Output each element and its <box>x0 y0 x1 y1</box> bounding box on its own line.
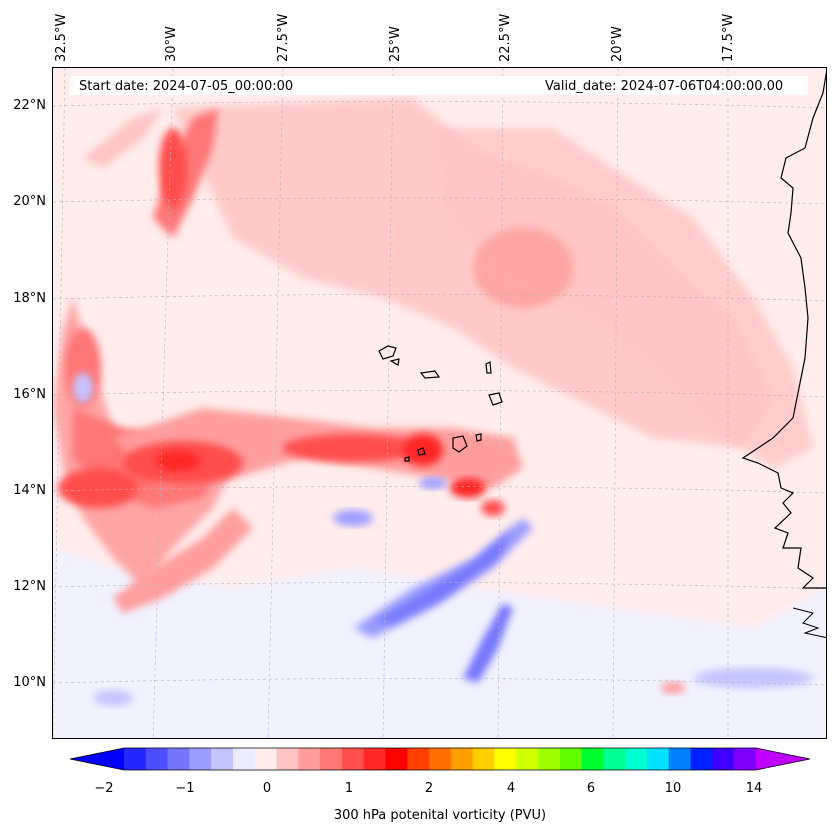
colorbar-cell <box>276 748 299 770</box>
cb-tick-label: 14 <box>745 781 763 796</box>
colorbar-cell <box>734 748 757 770</box>
lon-label-32-5w: 32.5°W <box>54 13 69 62</box>
colorbar-cell <box>581 748 604 770</box>
lat-label-10n: 10°N <box>13 675 46 690</box>
colorbar-cell <box>407 748 430 770</box>
africa-coastline <box>741 71 826 589</box>
colorbar-cell <box>341 748 365 770</box>
lat-label-20n: 20°N <box>13 194 46 209</box>
colorbar-cell <box>429 748 452 770</box>
cb-tick-label: −1 <box>175 781 195 796</box>
lon-label-17-5w: 17.5°W <box>721 13 736 62</box>
colorbar-cell <box>690 748 713 770</box>
colorbar-title: 300 hPa potenital vorticity (PVU) <box>333 808 547 823</box>
lat-label-12n: 12°N <box>13 579 46 594</box>
lat-label-14n: 14°N <box>13 483 46 498</box>
colorbar-extend-max <box>756 748 810 770</box>
colorbar-cell <box>232 748 256 770</box>
colorbar-cell <box>647 748 670 770</box>
lon-label-27-5w: 27.5°W <box>276 13 291 62</box>
lon-label-22-5w: 22.5°W <box>498 13 513 62</box>
colorbar-cell <box>494 748 517 770</box>
start-date-label: Start date: 2024-07-05_00:00:00 <box>79 79 294 94</box>
colorbar-cell <box>124 748 147 770</box>
colorbar-outline <box>70 747 810 771</box>
graticule <box>53 68 826 738</box>
cb-tick-label: −2 <box>94 781 114 796</box>
colorbar-cell <box>189 748 212 770</box>
colorbar-cell <box>254 748 278 770</box>
colorbar-cell <box>516 748 539 770</box>
map-plot-area <box>52 67 827 739</box>
lat-label-18n: 18°N <box>13 291 46 306</box>
date-info-strip <box>70 76 808 95</box>
colorbar-cell <box>668 748 692 770</box>
lat-label-22n: 22°N <box>13 98 46 113</box>
colorbar-cell <box>472 748 495 770</box>
valid-date-label: Valid_date: 2024-07-06T04:00:00.00 <box>545 79 784 94</box>
colorbar-cell <box>211 748 234 770</box>
cb-tick-label: 10 <box>664 781 682 796</box>
colorbar-cell <box>145 748 169 770</box>
colorbar-extend-min <box>70 748 124 770</box>
cb-tick-label: 6 <box>586 781 596 796</box>
lon-label-25w: 25°W <box>388 26 403 62</box>
colorbar-cell <box>712 748 735 770</box>
cape-verde-islands <box>378 345 503 462</box>
colorbar-cell <box>450 748 474 770</box>
cb-tick-label: 0 <box>262 781 272 796</box>
colorbar-cell <box>385 748 408 770</box>
colorbar-cell <box>298 748 321 770</box>
colorbar-cell <box>320 748 343 770</box>
pv-field <box>53 68 826 738</box>
lon-label-30w: 30°W <box>164 26 179 62</box>
cb-tick-label: 4 <box>506 781 516 796</box>
colorbar-cell <box>603 748 626 770</box>
lat-label-16n: 16°N <box>13 387 46 402</box>
colorbar-cell <box>363 748 387 770</box>
colorbar-cell <box>167 748 190 770</box>
cb-tick-label: 2 <box>424 781 434 796</box>
lon-label-20w: 20°W <box>610 26 625 62</box>
colorbar-cell <box>559 748 583 770</box>
colorbar <box>70 747 810 771</box>
cb-tick-label: 1 <box>344 781 354 796</box>
colorbar-cell <box>538 748 561 770</box>
colorbar-cell <box>625 748 648 770</box>
